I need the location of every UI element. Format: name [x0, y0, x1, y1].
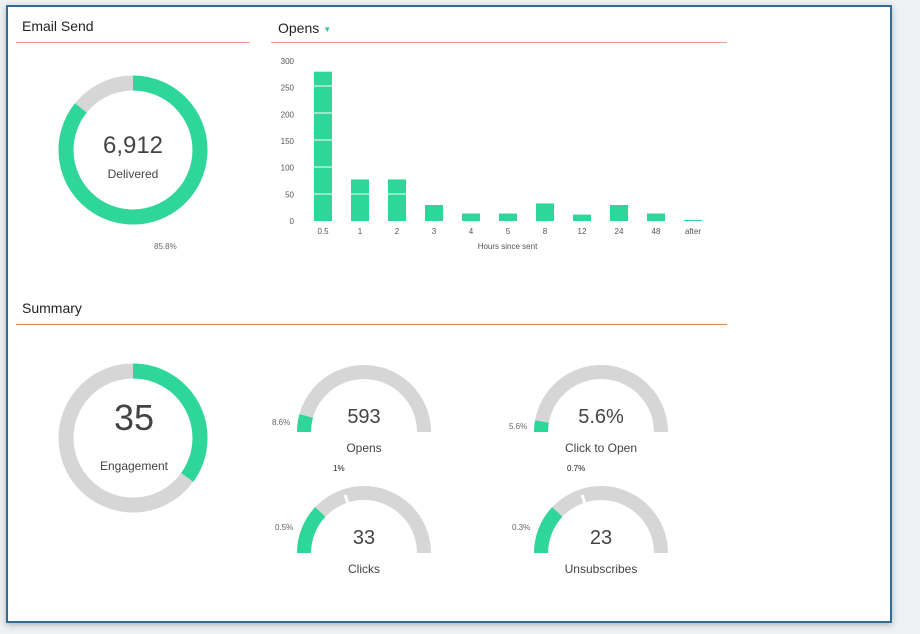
clicks-gauge-fill: [297, 507, 326, 554]
bar: [610, 205, 628, 221]
bar: [647, 213, 665, 221]
unsubscribes-gauge-fill: [534, 507, 563, 554]
x-tick-label: 1: [358, 227, 363, 236]
x-tick-label: 48: [652, 227, 661, 236]
delivered-donut: [58, 75, 208, 225]
x-tick-label: 12: [578, 227, 587, 236]
clicks-percent: 0.5%: [275, 523, 294, 532]
opens-gauge-track: [297, 365, 431, 433]
clicks-gauge: [297, 486, 431, 554]
x-tick-label: 3: [432, 227, 437, 236]
opens-title-label: Opens: [278, 20, 320, 36]
clicks-benchmark: 1%: [333, 464, 345, 473]
click-to-open-gauge: [534, 365, 668, 433]
unsubscribes-benchmark-marker: [580, 494, 592, 519]
y-tick-label: 50: [285, 190, 294, 199]
unsubscribes-benchmark: 0.7%: [567, 464, 586, 473]
bar: [684, 219, 702, 221]
y-tick-label: 150: [281, 137, 295, 146]
click-to-open-label: Click to Open: [564, 441, 638, 455]
triangle-down-icon[interactable]: ▼: [323, 24, 332, 34]
bar: [425, 205, 443, 221]
bar: [388, 179, 406, 221]
delivered-percent: 85.8%: [154, 242, 177, 251]
email-send-rule: [16, 42, 250, 43]
y-tick-label: 100: [281, 164, 295, 173]
x-tick-label: 8: [543, 227, 548, 236]
x-tick-label: 0.5: [317, 227, 329, 236]
unsubscribes-percent: 0.3%: [512, 523, 531, 532]
unsubscribes-label: Unsubscribes: [564, 562, 638, 576]
x-tick-label: after: [685, 227, 701, 236]
opens-gauge-fill: [297, 414, 313, 433]
clicks-label: Clicks: [348, 562, 380, 576]
bar: [462, 213, 480, 221]
y-tick-label: 0: [290, 217, 295, 226]
unsubscribes-value: 23: [589, 527, 613, 549]
click-to-open-gauge-fill: [534, 420, 549, 433]
engagement-label: Engagement: [99, 459, 169, 473]
y-tick-label: 250: [281, 84, 295, 93]
x-tick-label: 2: [395, 227, 400, 236]
opens-gauge: [297, 365, 431, 433]
x-tick-label: 5: [506, 227, 511, 236]
click-to-open-value: 5.6%: [578, 406, 624, 428]
summary-rule: [16, 324, 727, 325]
bar: [314, 71, 332, 222]
x-axis-label: Hours since sent: [478, 242, 538, 251]
y-tick-label: 200: [281, 110, 295, 119]
bar: [573, 214, 591, 221]
y-tick-label: 300: [281, 57, 295, 66]
delivered-value: 6,912: [102, 132, 164, 159]
engagement-arc: [132, 363, 208, 482]
email-send-title: Email Send: [22, 18, 94, 34]
engagement-donut: [58, 363, 208, 513]
bar: [499, 213, 517, 221]
summary-title: Summary: [22, 300, 82, 316]
clicks-value: 33: [352, 527, 376, 549]
engagement-value: 35: [113, 397, 155, 438]
opens-percent: 8.6%: [272, 418, 291, 427]
opens-value: 593: [347, 406, 381, 428]
x-tick-label: 4: [469, 227, 474, 236]
delivered-label: Delivered: [107, 167, 159, 181]
bar: [536, 203, 554, 221]
clicks-benchmark-marker: [343, 494, 355, 519]
click-to-open-gauge-track: [534, 365, 668, 433]
bar: [351, 179, 369, 221]
opens-label: Opens: [346, 441, 382, 455]
opens-title[interactable]: Opens ▼: [278, 20, 331, 36]
opens-rule: [271, 42, 727, 43]
delivered-arc: [58, 75, 208, 225]
click-to-open-percent: 5.6%: [509, 422, 528, 431]
unsubscribes-gauge: [534, 486, 668, 554]
x-tick-label: 24: [615, 227, 624, 236]
dashboard-panel: Email Send 6,912 Delivered 85.8% Opens ▼ …: [6, 5, 892, 623]
